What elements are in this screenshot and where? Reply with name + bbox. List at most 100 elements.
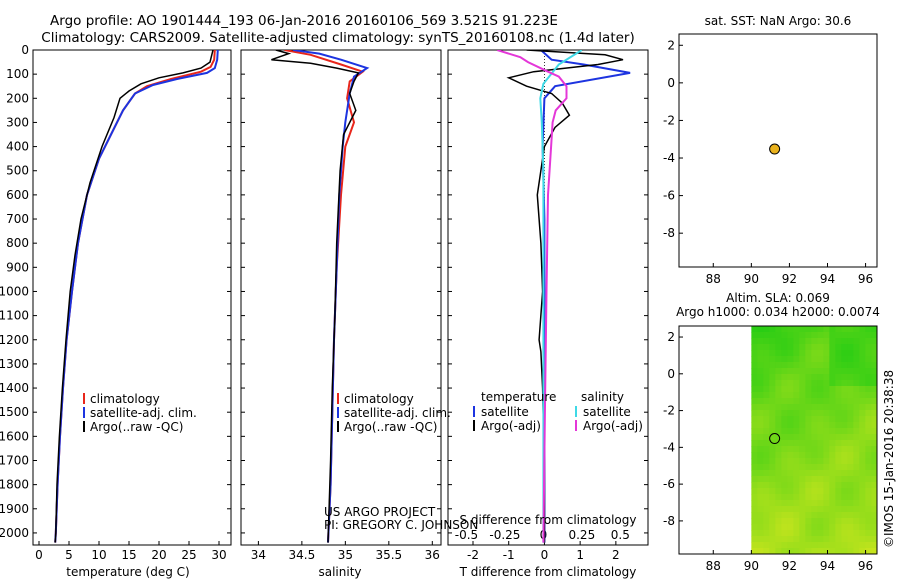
- sla-cell: [757, 392, 764, 399]
- y-tick-label: 1600: [0, 429, 29, 443]
- sla-cell: [823, 344, 830, 351]
- sla-cell: [865, 482, 872, 489]
- sla-cell: [757, 518, 764, 525]
- sla-cell: [757, 476, 764, 483]
- sla-cell: [763, 422, 770, 429]
- sla-cell: [841, 392, 848, 399]
- sla-cell: [859, 392, 866, 399]
- sla-cell: [787, 434, 794, 441]
- sla-cell: [835, 536, 842, 543]
- sla-cell: [799, 482, 806, 489]
- sla-cell: [799, 410, 806, 417]
- sla-cell: [793, 362, 800, 369]
- sla-cell: [787, 344, 794, 351]
- sla-cell: [847, 458, 854, 465]
- sla-cell: [799, 452, 806, 459]
- sla-cell: [817, 326, 824, 333]
- sla-cell: [841, 410, 848, 417]
- sla-cell: [835, 470, 842, 477]
- sla-cell: [793, 434, 800, 441]
- sla-cell: [847, 338, 854, 345]
- header-title: Argo profile: AO 1901444_193 06-Jan-2016…: [50, 13, 558, 29]
- sla-cell: [811, 332, 818, 339]
- sla-cell: [805, 422, 812, 429]
- map-y-tick-label: -2: [663, 113, 675, 127]
- sla-cell: [817, 506, 824, 513]
- sla-cell: [853, 470, 860, 477]
- sla-cell: [853, 416, 860, 423]
- sla-cell: [865, 488, 872, 495]
- x-tick-label: 25: [181, 548, 196, 562]
- sla-cell: [811, 368, 818, 375]
- sla-cell: [775, 368, 782, 375]
- sla-cell: [847, 356, 854, 363]
- sla-cell: [781, 374, 788, 381]
- sla-cell: [841, 404, 848, 411]
- sla-cell: [835, 344, 842, 351]
- sla-cell: [871, 506, 877, 513]
- sst-title: sat. SST: NaN Argo: 30.6: [705, 14, 852, 28]
- sla-cell: [805, 524, 812, 531]
- sla-cell: [865, 380, 872, 387]
- sla-cell: [865, 470, 872, 477]
- sla-cell: [781, 488, 788, 495]
- sla-cell: [841, 530, 848, 537]
- sla-cell: [787, 500, 794, 507]
- sla-cell: [853, 368, 860, 375]
- sla-cell: [769, 530, 776, 537]
- sla-cell: [817, 374, 824, 381]
- temperature-satellite-line: [54, 50, 219, 543]
- sla-cell: [751, 380, 758, 387]
- sla-cell: [859, 326, 866, 333]
- sla-cell: [799, 332, 806, 339]
- salinity-panel-frame: [240, 49, 442, 546]
- sla-cell: [823, 458, 830, 465]
- sla-cell: [859, 542, 866, 549]
- sla-cell: [781, 524, 788, 531]
- sla-cell: [787, 398, 794, 405]
- y-tick-label: 800: [6, 236, 29, 250]
- sla-cell: [769, 464, 776, 471]
- sla-cell: [829, 368, 836, 375]
- sla-cell: [751, 470, 758, 477]
- sla-cell: [865, 446, 872, 453]
- sla-cell: [853, 542, 860, 549]
- sla-cell: [829, 338, 836, 345]
- sla-cell: [781, 332, 788, 339]
- sla-cell: [871, 446, 877, 453]
- sla-cell: [835, 356, 842, 363]
- sla-cell: [841, 368, 848, 375]
- sla-cell: [835, 518, 842, 525]
- sla-cell: [817, 362, 824, 369]
- sla-cell: [835, 398, 842, 405]
- sla-cell: [793, 470, 800, 477]
- sla-cell: [847, 368, 854, 375]
- sla-cell: [871, 374, 877, 381]
- sla-cell: [811, 338, 818, 345]
- sla-cell: [787, 488, 794, 495]
- sla-cell: [805, 374, 812, 381]
- sla-cell: [751, 368, 758, 375]
- sla-cell: [769, 536, 776, 543]
- sla-cell: [847, 392, 854, 399]
- sla-cell: [757, 452, 764, 459]
- sla-cell: [823, 500, 830, 507]
- sla-cell: [793, 518, 800, 525]
- s-diff-satellite-line: [539, 50, 583, 543]
- sla-cell: [817, 494, 824, 501]
- sla-cell: [841, 434, 848, 441]
- sla-cell: [805, 332, 812, 339]
- sla-cell: [775, 350, 782, 357]
- sla-cell: [781, 428, 788, 435]
- sla-cell: [793, 428, 800, 435]
- sla-cell: [799, 344, 806, 351]
- sla-cell: [871, 488, 877, 495]
- sla-title-2: Argo h1000: 0.034 h2000: 0.0074: [676, 305, 880, 319]
- y-tick-label: 1500: [0, 405, 29, 419]
- legend-label-satellite: satellite-adj. clim.: [344, 406, 451, 420]
- sla-cell: [835, 548, 842, 554]
- sla-cell: [751, 464, 758, 471]
- sla-cell: [841, 506, 848, 513]
- sla-cell: [811, 512, 818, 519]
